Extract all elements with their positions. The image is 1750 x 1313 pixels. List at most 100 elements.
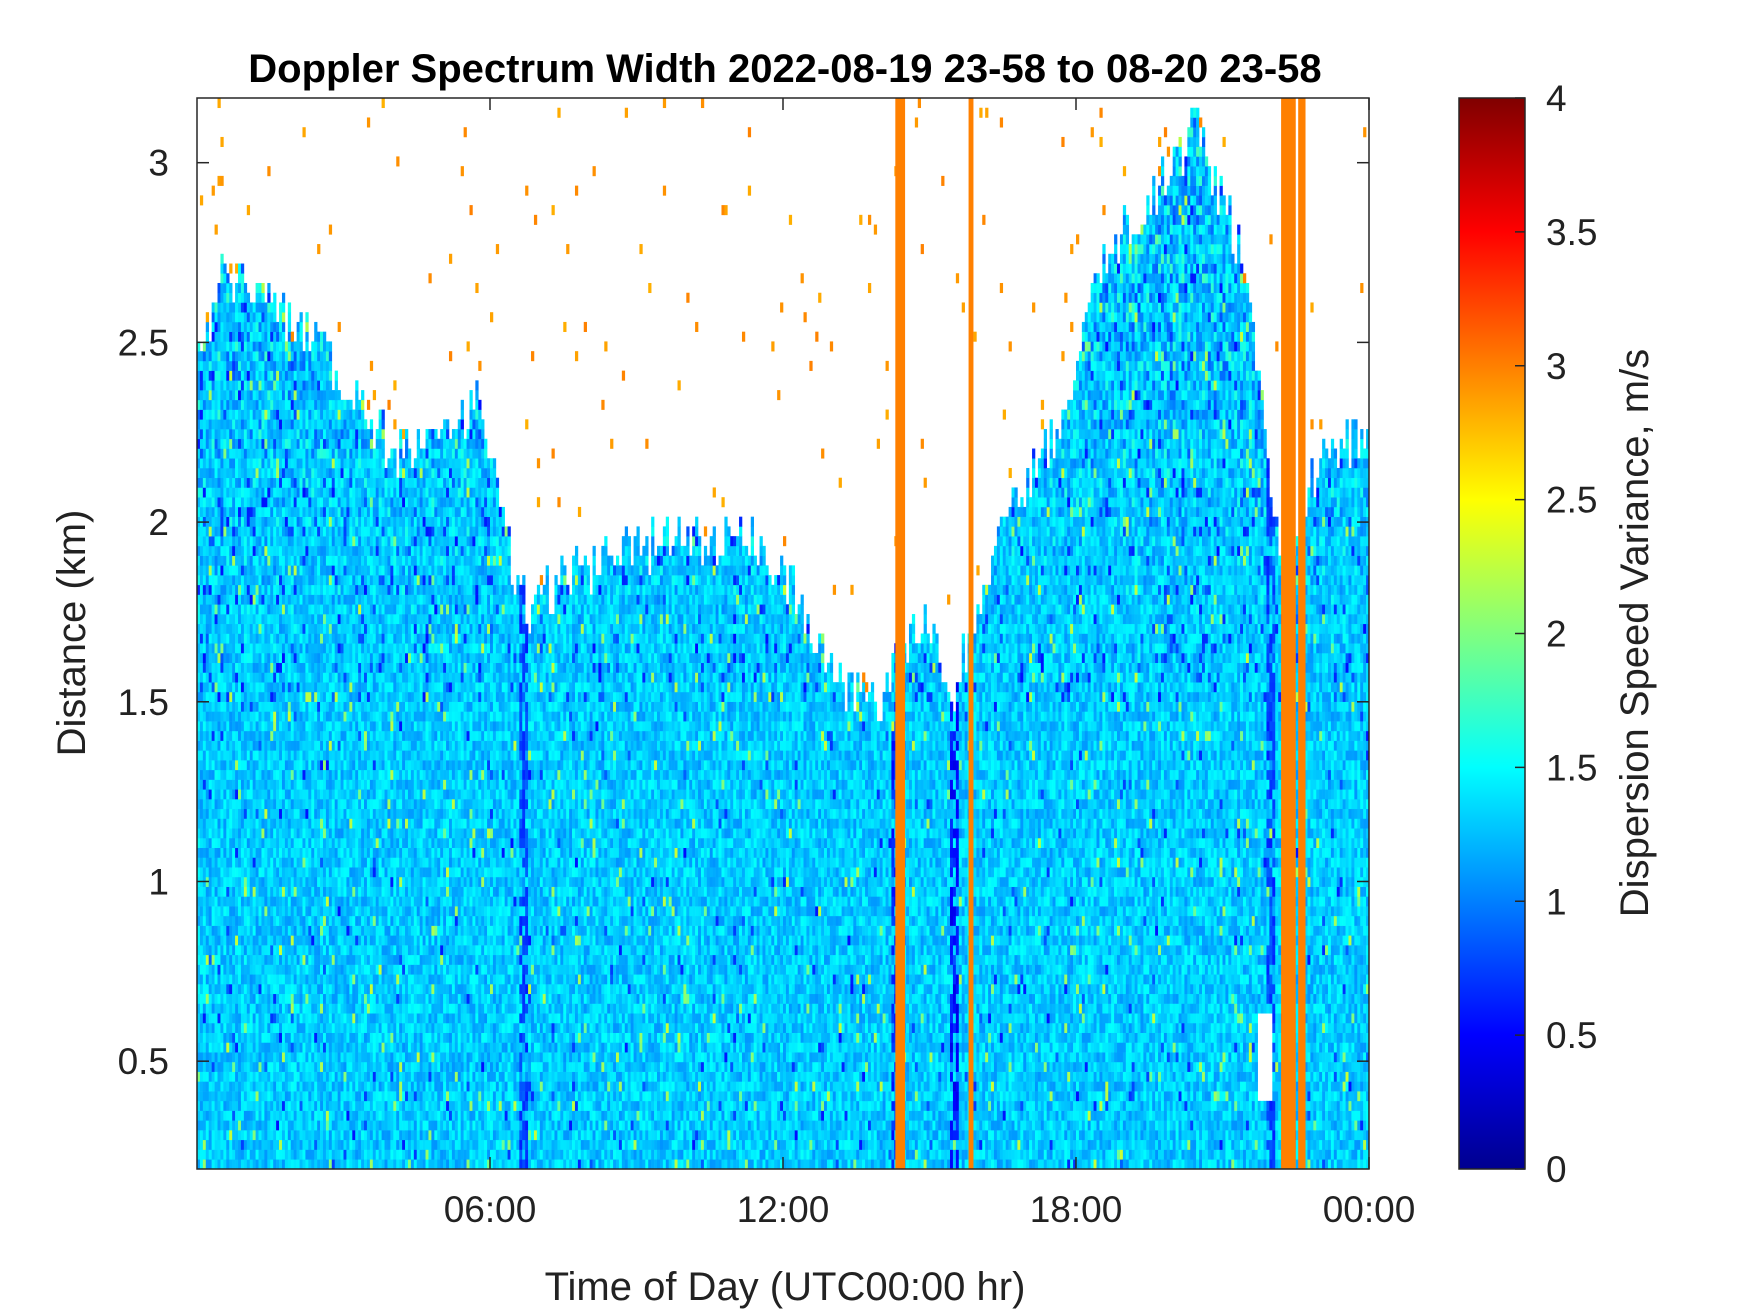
heatmap-cell: [325, 925, 330, 936]
heatmap-cell: [255, 760, 259, 771]
heatmap-cell: [238, 964, 242, 975]
heatmap-cell: [229, 1081, 233, 1092]
heatmap-cell: [290, 691, 294, 702]
heatmap-cell: [311, 341, 315, 352]
heatmap-cell: [214, 331, 218, 342]
heatmap-cell: [273, 1110, 277, 1121]
heatmap-cell: [276, 1149, 280, 1160]
heatmap-cell: [223, 409, 227, 420]
heatmap-cell: [314, 448, 318, 459]
heatmap-cell: [223, 652, 227, 664]
heatmap-cell: [264, 360, 268, 371]
heatmap-cell: [229, 906, 233, 917]
heatmap-cell: [197, 390, 201, 401]
heatmap-cell: [214, 351, 218, 362]
heatmap-cell: [261, 370, 265, 381]
heatmap-cell: [252, 380, 256, 391]
heatmap-cell: [352, 847, 356, 858]
heatmap-cell: [340, 526, 344, 537]
heatmap-cell: [320, 1130, 324, 1141]
heatmap-cell: [364, 984, 368, 995]
heatmap-cell: [361, 730, 365, 741]
heatmap-cell: [328, 536, 333, 547]
heatmap-cell: [252, 662, 256, 673]
heatmap-cell: [267, 1120, 271, 1131]
heatmap-cell: [217, 769, 221, 780]
heatmap-cell: [235, 925, 239, 936]
heatmap-cell: [355, 1042, 359, 1053]
heatmap-cell: [299, 789, 303, 800]
heatmap-cell: [361, 691, 365, 702]
heatmap-cell: [281, 399, 286, 410]
heatmap-cell: [296, 750, 300, 761]
heatmap-cell: [258, 584, 262, 595]
heatmap-cell: [325, 506, 330, 517]
heatmap-cell: [211, 945, 215, 956]
heatmap-cell: [270, 799, 274, 810]
heatmap-cell: [311, 390, 315, 401]
heatmap-cell: [290, 614, 294, 625]
heatmap-cell: [284, 1149, 289, 1160]
heatmap-cell: [267, 438, 271, 449]
heatmap-cell: [217, 652, 221, 664]
heatmap-cell: [211, 730, 215, 741]
heatmap-cell: [240, 282, 245, 294]
heatmap-cell: [235, 721, 239, 732]
heatmap-cell: [364, 1149, 368, 1160]
heatmap-cell: [364, 789, 368, 800]
heatmap-cell: [290, 1013, 294, 1024]
heatmap-cell: [302, 438, 306, 449]
heatmap-cell: [223, 526, 227, 537]
heatmap-cell: [317, 399, 321, 410]
heatmap-cell: [249, 1032, 253, 1043]
heatmap-cell: [220, 429, 224, 440]
heatmap-cell: [240, 506, 245, 517]
heatmap-cell: [296, 1013, 300, 1024]
heatmap-cell: [208, 399, 212, 410]
heatmap-cell: [273, 633, 277, 644]
heatmap-cell: [217, 682, 221, 693]
heatmap-cell: [258, 867, 262, 878]
heatmap-cell: [352, 1052, 356, 1063]
heatmap-cell: [258, 876, 262, 887]
heatmap-cell: [352, 906, 356, 917]
heatmap-cell: [238, 312, 242, 323]
heatmap-cell: [217, 360, 221, 371]
heatmap-cell: [238, 282, 242, 294]
heatmap-cell: [322, 623, 327, 634]
heatmap-cell: [276, 769, 280, 780]
heatmap-cell: [258, 526, 262, 537]
heatmap-cell: [202, 1042, 207, 1053]
heatmap-cell: [331, 477, 336, 488]
heatmap-cell: [226, 730, 230, 741]
heatmap-cell: [267, 282, 271, 294]
heatmap-cell: [299, 477, 303, 488]
heatmap-cell: [199, 1032, 204, 1043]
heatmap-cell: [255, 1139, 259, 1150]
heatmap-cell: [273, 536, 277, 547]
heatmap-cell: [343, 964, 347, 975]
heatmap-cell: [290, 915, 294, 926]
heatmap-cell: [331, 837, 336, 848]
heatmap-cell: [331, 701, 336, 712]
heatmap-cell: [290, 993, 294, 1004]
heatmap-cell: [352, 604, 356, 615]
heatmap-cell: [226, 380, 230, 391]
heatmap-cell: [214, 837, 218, 848]
heatmap-cell: [311, 526, 315, 537]
heatmap-cell: [337, 691, 341, 702]
heatmap-cell: [240, 1061, 245, 1072]
heatmap-cell: [364, 808, 368, 819]
heatmap-cell: [320, 935, 324, 946]
heatmap-cell: [302, 477, 306, 488]
heatmap-cell: [238, 360, 242, 371]
heatmap-cell: [232, 818, 236, 829]
heatmap-cell: [364, 915, 368, 926]
heatmap-cell: [197, 1003, 201, 1014]
heatmap-cell: [314, 974, 318, 985]
heatmap-cell: [361, 682, 365, 693]
heatmap-cell: [226, 604, 230, 615]
heatmap-cell: [317, 536, 321, 547]
heatmap-cell: [334, 584, 338, 595]
heatmap-cell: [208, 1130, 212, 1141]
